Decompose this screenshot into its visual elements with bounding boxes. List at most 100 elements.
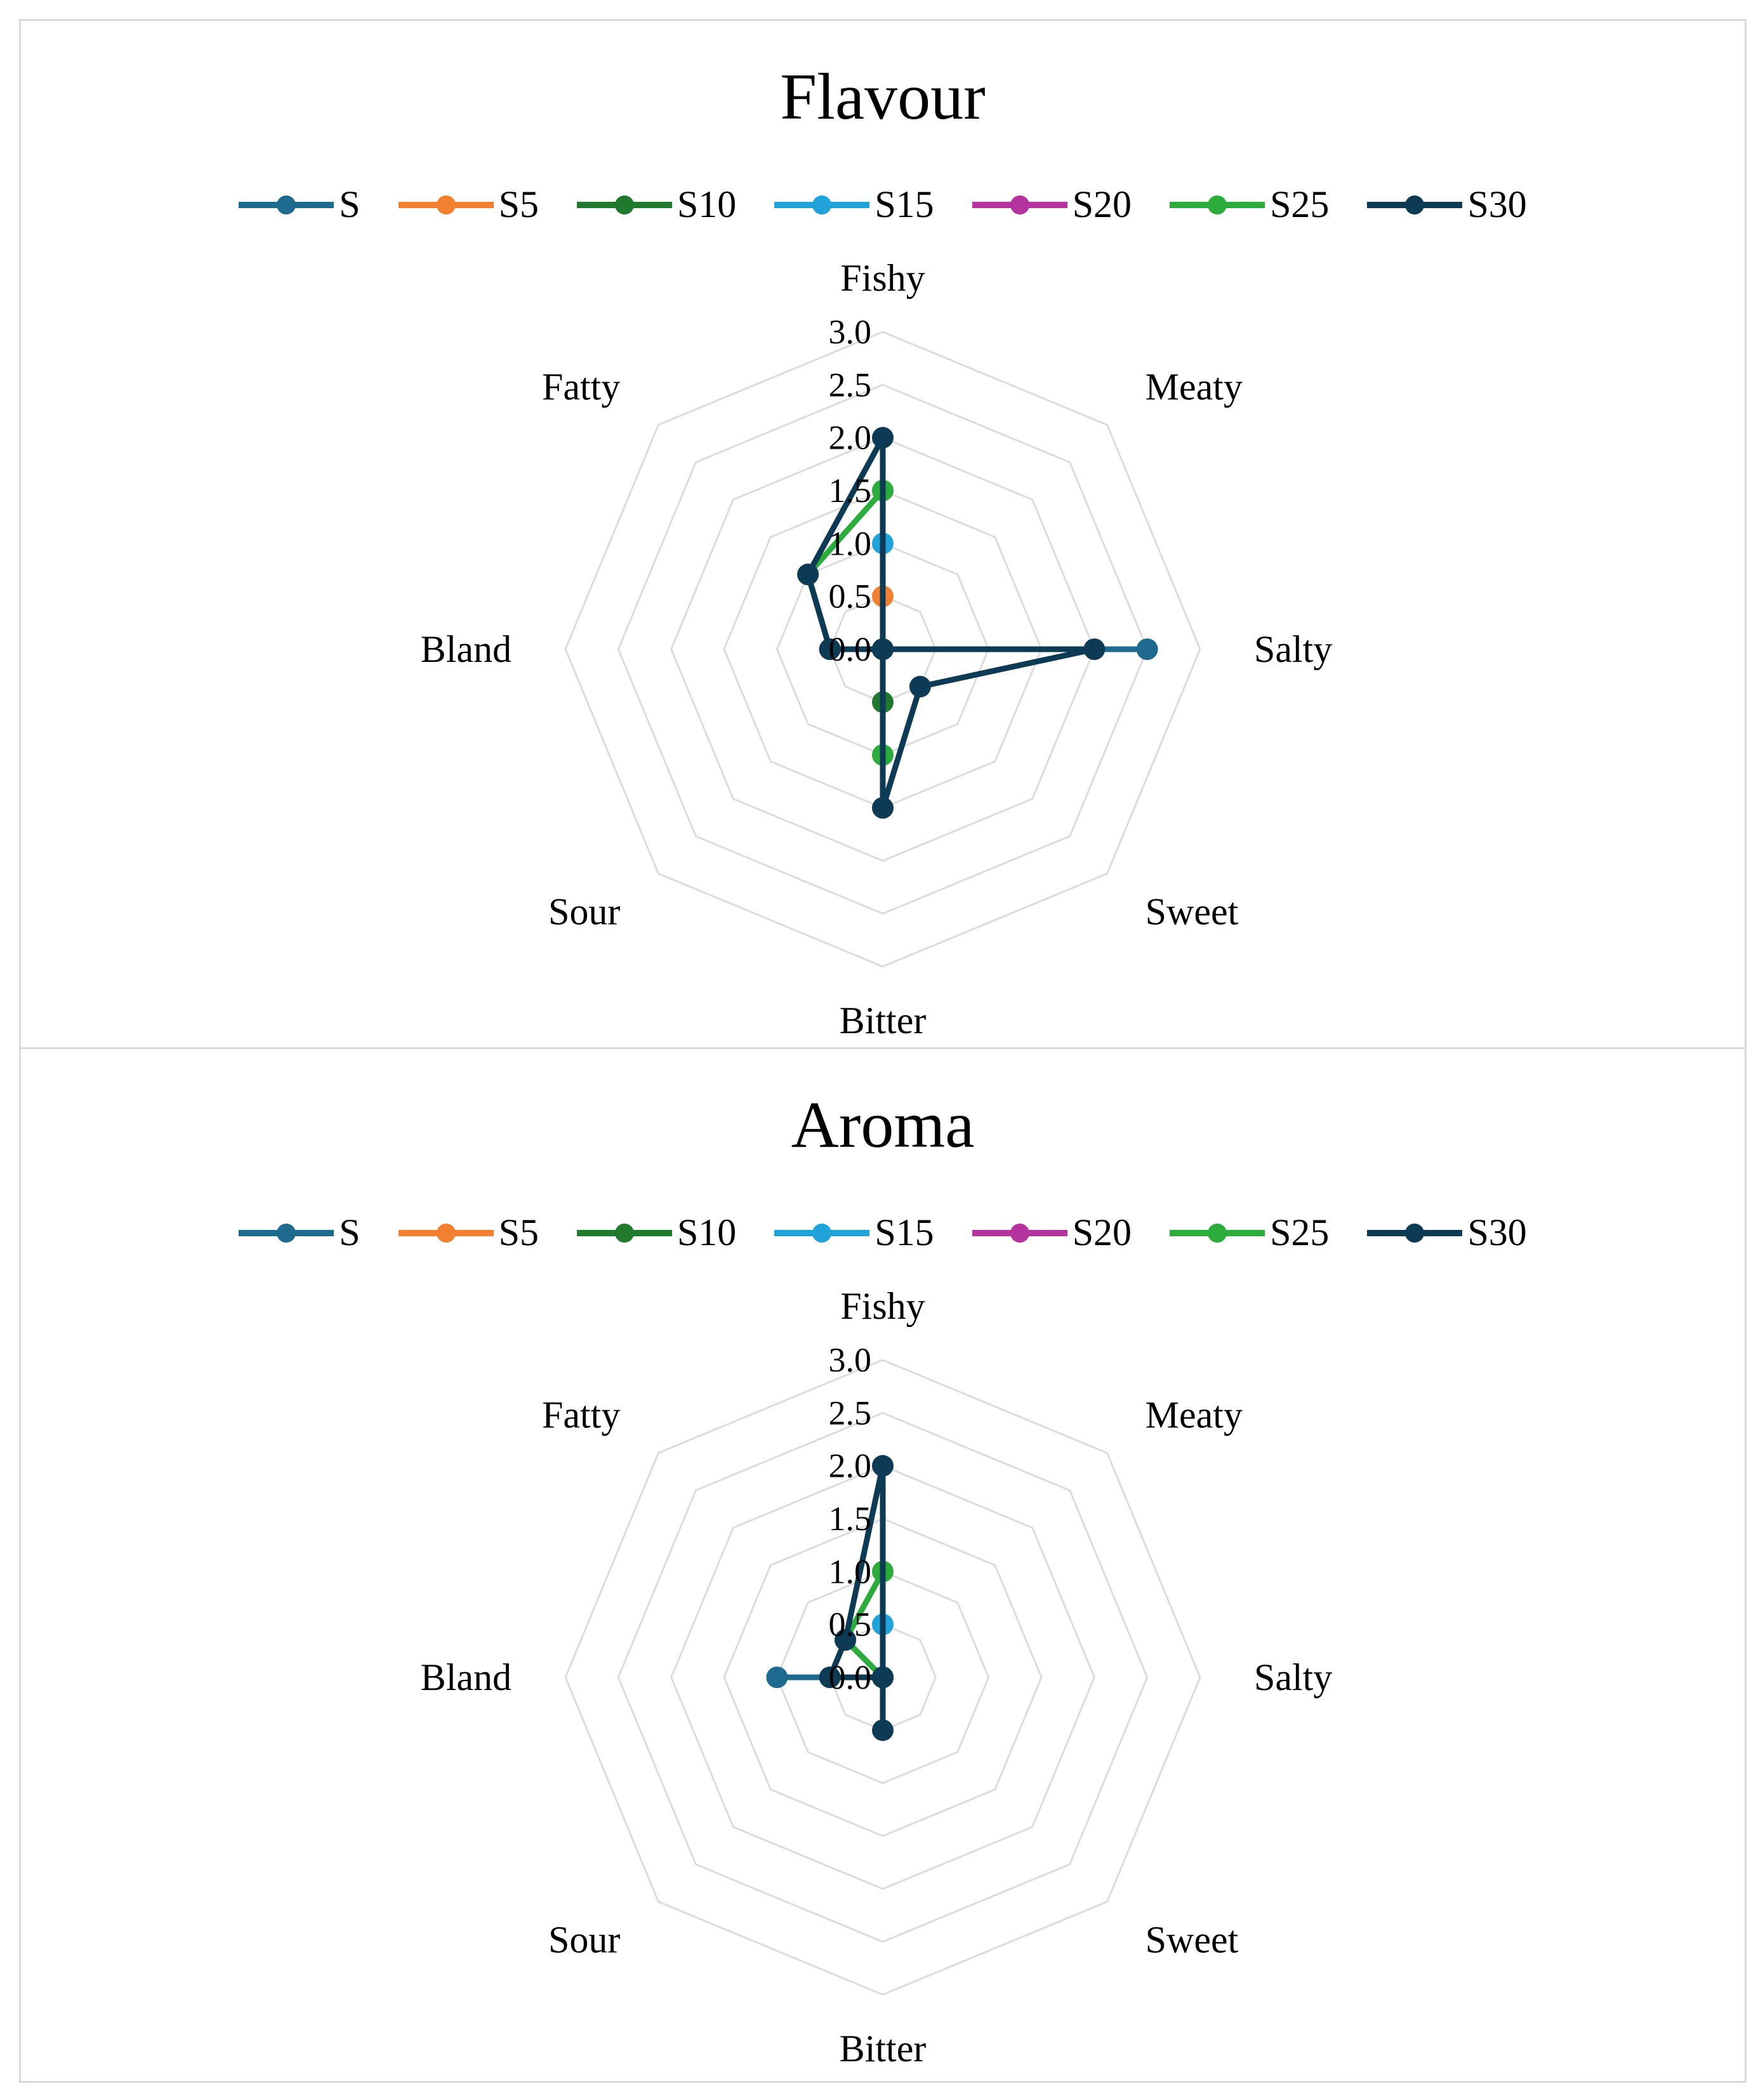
data-point	[1136, 638, 1158, 660]
legend-label: S10	[677, 1212, 737, 1253]
legend-item-s5[interactable]: S5	[398, 183, 539, 227]
legend-marker	[277, 195, 296, 215]
data-point	[872, 426, 894, 449]
grid-ring	[617, 1411, 1149, 1943]
legend-swatch	[1367, 195, 1463, 215]
axis-label-salty: Salty	[1254, 628, 1332, 670]
legend-label: S20	[1072, 1212, 1132, 1253]
tick-label: 0.5	[829, 1606, 872, 1644]
legend-marker	[812, 1223, 832, 1243]
tick-label: 1.0	[829, 1552, 872, 1590]
grid-ring	[723, 1517, 1043, 1837]
legend-label: S15	[875, 1212, 934, 1253]
legend-marker	[614, 195, 634, 215]
axis-label-meaty: Meaty	[1146, 366, 1243, 407]
data-point	[819, 638, 841, 660]
data-point	[872, 1455, 894, 1477]
legend-marker	[436, 1223, 456, 1243]
legend-marker	[1405, 1223, 1425, 1243]
legend-label: S5	[498, 1212, 539, 1253]
legend-marker	[1405, 195, 1425, 215]
legend-marker	[436, 195, 456, 215]
data-point	[872, 1719, 894, 1741]
axis-label-fishy: Fishy	[840, 1285, 925, 1327]
legend-item-s20[interactable]: S20	[972, 183, 1132, 227]
legend-label: S30	[1467, 183, 1527, 225]
legend-item-s[interactable]: S	[239, 183, 360, 227]
grid-ring	[776, 1570, 990, 1785]
axis-label-bitter: Bitter	[840, 1000, 927, 1041]
chart-title: Flavour	[780, 60, 986, 133]
legend-swatch	[398, 1223, 494, 1243]
grid-ring	[670, 1465, 1095, 1890]
data-point	[909, 675, 931, 697]
legend-item-s5[interactable]: S5	[398, 1211, 539, 1255]
legend-marker	[1208, 1223, 1227, 1243]
tick-label: 2.0	[829, 419, 872, 457]
legend-swatch	[774, 195, 870, 215]
legend-item-s[interactable]: S	[239, 1211, 360, 1255]
legend-item-s25[interactable]: S25	[1170, 1211, 1329, 1255]
data-point	[766, 1667, 788, 1688]
legend-item-s20[interactable]: S20	[972, 1211, 1132, 1255]
legend-marker	[277, 1223, 296, 1243]
legend-marker	[614, 1223, 634, 1243]
tick-label: 1.0	[829, 524, 872, 562]
legend-marker	[1208, 195, 1227, 215]
legend-swatch	[1170, 195, 1265, 215]
aroma-radar-chart: Fishy Meaty Salty Sweet Bitter Sour Bland Fatty…	[421, 1285, 1333, 2070]
tick-label: 3.0	[829, 1341, 872, 1379]
axis-label-bitter: Bitter	[840, 2028, 927, 2070]
legend-swatch	[774, 1223, 870, 1243]
legend-marker	[1010, 1223, 1029, 1243]
legend-marker	[1010, 195, 1029, 215]
tick-label: 0.5	[829, 578, 872, 616]
legend-item-s15[interactable]: S15	[774, 183, 934, 227]
legend-label: S25	[1270, 1212, 1330, 1253]
legend-item-s30[interactable]: S30	[1367, 1211, 1527, 1255]
legend-swatch	[972, 1223, 1067, 1243]
legend-swatch	[239, 1223, 334, 1243]
legend-swatch	[576, 1223, 672, 1243]
axis-label-fatty: Fatty	[542, 1394, 620, 1436]
flavour-radar-chart: Fishy Meaty Salty Sweet Bitter Sour Bland Fatty…	[421, 257, 1333, 1041]
legend-marker	[812, 195, 832, 215]
tick-label: 0.0	[829, 1658, 872, 1696]
data-point	[872, 638, 894, 660]
data-point	[835, 1629, 857, 1651]
legend-label: S5	[498, 183, 539, 225]
legend-swatch	[576, 195, 672, 215]
axis-label-sweet: Sweet	[1146, 891, 1239, 933]
tick-label: 2.5	[829, 1394, 872, 1432]
grid-ring	[670, 437, 1095, 862]
data-point	[819, 1667, 841, 1688]
axis-label-bland: Bland	[421, 628, 512, 670]
legend-label: S	[339, 1212, 360, 1253]
legend-item-s30[interactable]: S30	[1367, 183, 1527, 227]
grid-ring	[564, 331, 1201, 968]
data-point	[872, 797, 894, 819]
axis-label-fatty: Fatty	[542, 366, 620, 407]
chart-legend: S S5 S10 S15 S20 S25 S30	[21, 183, 1745, 227]
axis-label-sweet: Sweet	[1146, 1919, 1239, 1961]
axis-label-meaty: Meaty	[1146, 1394, 1243, 1436]
legend-label: S10	[677, 183, 737, 225]
legend-swatch	[398, 195, 494, 215]
data-point	[797, 564, 819, 586]
legend-swatch	[1170, 1223, 1265, 1243]
legend-item-s10[interactable]: S10	[576, 1211, 737, 1255]
chart-title: Aroma	[791, 1088, 975, 1161]
flavour-chart-panel: Flavour S S5 S10 S15 S20 S25 S30 Fishy Meaty Sal…	[19, 19, 1746, 1051]
data-point	[1083, 638, 1106, 660]
tick-label: 2.5	[829, 366, 872, 404]
legend-label: S25	[1270, 183, 1330, 225]
legend-label: S15	[875, 183, 934, 225]
legend-item-s25[interactable]: S25	[1170, 183, 1329, 227]
legend-item-s10[interactable]: S10	[576, 183, 737, 227]
data-point	[872, 1667, 894, 1688]
series-s25	[797, 480, 894, 766]
series-s30	[797, 426, 1106, 819]
legend-item-s15[interactable]: S15	[774, 1211, 934, 1255]
tick-label: 2.0	[829, 1447, 872, 1485]
series-s30	[819, 1455, 894, 1741]
